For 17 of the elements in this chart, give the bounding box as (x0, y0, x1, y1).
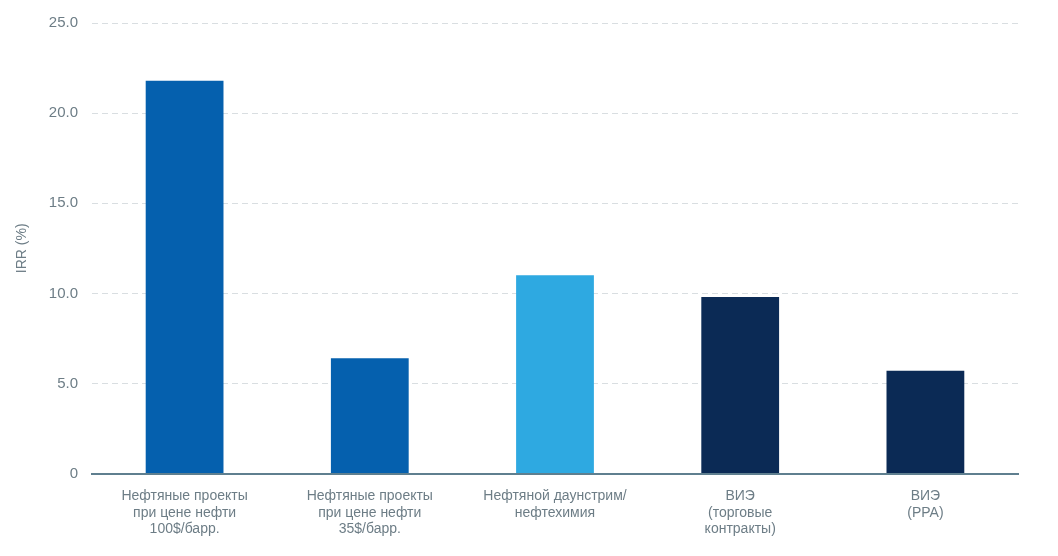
y-tick-label: 25.0 (48, 13, 78, 31)
x-tick-label: Нефтяной даунстрим/ нефтехимия (483, 486, 627, 520)
bar (701, 296, 780, 474)
y-tick-label: 20.0 (48, 103, 78, 121)
x-tick-label: ВИЭ (торговые контракты) (704, 486, 776, 537)
x-tick-label: Нефтяные проекты при цене нефти 100$/барр. (121, 486, 248, 537)
bar (330, 358, 409, 474)
bar (516, 275, 594, 474)
bar (145, 80, 224, 474)
bar (886, 370, 965, 474)
x-tick-label: Нефтяные проекты при цене нефти 35$/барр. (306, 486, 433, 537)
y-axis-title: IRR (%) (13, 223, 30, 274)
y-tick-label: 0 (69, 463, 78, 481)
x-tick-label: ВИЭ (PPA) (907, 486, 944, 520)
y-tick-label: 10.0 (48, 283, 78, 301)
y-tick-label: 5.0 (57, 373, 78, 391)
y-tick-label: 15.0 (48, 193, 78, 211)
